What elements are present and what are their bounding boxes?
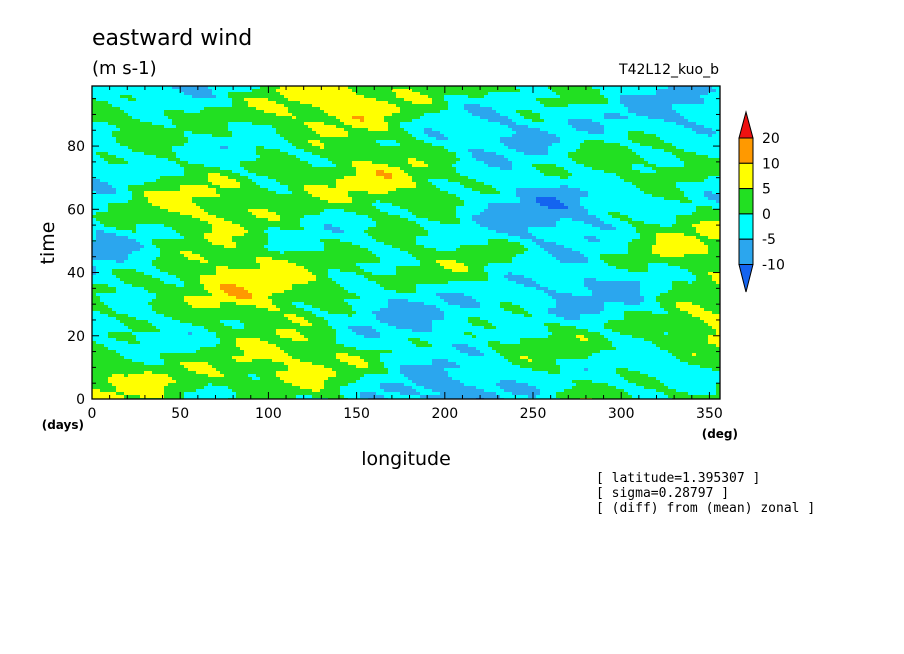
colorbar-label: 5 <box>762 182 771 198</box>
x-tick-label: 50 <box>171 406 189 422</box>
colorbar-label: 0 <box>762 207 771 223</box>
colorbar-swatch <box>738 137 754 164</box>
colorbar-swatch <box>738 188 754 215</box>
x-tick-label: 250 <box>520 406 547 422</box>
colorbar-swatch <box>738 162 754 190</box>
colorbar-label: 10 <box>762 156 780 172</box>
colorbar-label: -5 <box>762 232 776 248</box>
y-axis: 0 20 40 60 80 <box>67 98 720 408</box>
x-axis: 0 50 100 150 200 250 300 350 <box>88 86 723 422</box>
x-tick-label: 150 <box>343 406 370 422</box>
colorbar-swatch <box>738 264 754 293</box>
colorbar-label: 20 <box>762 131 780 147</box>
colorbar-label: -10 <box>762 258 785 274</box>
y-tick-label: 20 <box>67 329 85 345</box>
y-axis-label: time <box>37 222 59 265</box>
y-tick-label: 40 <box>67 266 85 282</box>
colorbar-swatch <box>738 238 754 265</box>
colorbar: 20 10 5 0 -5 -10 <box>738 110 785 293</box>
y-tick-label: 60 <box>67 202 85 218</box>
y-tick-label: 0 <box>76 392 85 408</box>
chart-units: (m s-1) <box>92 58 157 79</box>
x-tick-label: 300 <box>608 406 635 422</box>
x-axis-label: longitude <box>361 448 451 470</box>
colorbar-swatch <box>738 213 754 240</box>
note-diff: [ (diff) from (mean) zonal ] <box>596 501 815 516</box>
note-sigma: [ sigma=0.28797 ] <box>596 486 729 501</box>
x-tick-label: 350 <box>696 406 723 422</box>
plot-frame <box>91 85 721 400</box>
x-tick-label: 0 <box>88 406 97 422</box>
x-tick-label: 200 <box>431 406 458 422</box>
y-axis-unit: (days) <box>42 418 84 432</box>
run-name: T42L12_kuo_b <box>618 62 719 78</box>
note-latitude: [ latitude=1.395307 ] <box>596 471 760 486</box>
x-axis-unit: (deg) <box>702 427 738 441</box>
y-tick-label: 80 <box>67 139 85 155</box>
colorbar-swatch <box>738 110 754 139</box>
heatmap-plot-area <box>92 86 721 400</box>
chart-title: eastward wind <box>92 26 252 51</box>
x-tick-label: 100 <box>255 406 282 422</box>
